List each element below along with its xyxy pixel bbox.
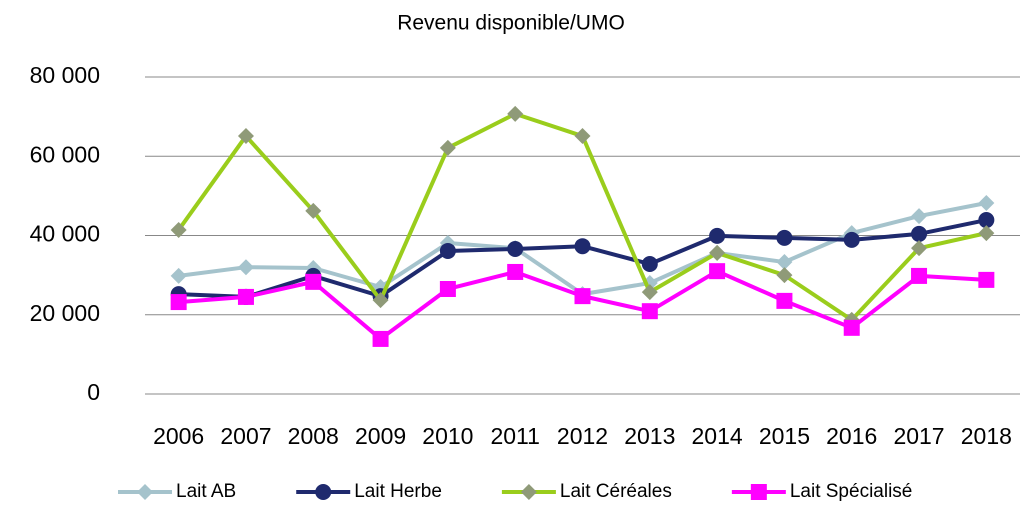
legend-marker [315, 484, 332, 500]
legend-label: Lait Spécialisé [790, 481, 913, 502]
data-point [507, 105, 524, 122]
data-point [237, 128, 254, 145]
legend-marker [520, 484, 537, 500]
x-tick-label: 2013 [624, 423, 675, 449]
x-tick-label: 2017 [893, 423, 944, 449]
data-point [776, 229, 793, 246]
x-tick-label: 2008 [288, 423, 339, 449]
data-point [237, 259, 254, 276]
x-tick-label: 2016 [826, 423, 877, 449]
data-point [709, 244, 726, 261]
data-point [574, 128, 591, 145]
data-point [978, 195, 995, 212]
data-point [372, 292, 389, 309]
x-tick-label: 2014 [692, 423, 743, 449]
data-point [911, 208, 928, 225]
x-tick-label: 2011 [490, 423, 539, 449]
data-point [170, 221, 187, 238]
data-point [641, 284, 658, 301]
y-tick-label: 60 000 [30, 141, 100, 167]
data-point [978, 271, 995, 288]
data-point [776, 254, 793, 271]
data-point [574, 238, 591, 255]
x-tick-label: 2006 [153, 423, 204, 449]
data-point [305, 202, 322, 219]
legend-label: Lait Céréales [560, 481, 672, 502]
data-point [978, 212, 995, 229]
data-point [507, 240, 524, 257]
data-point [574, 288, 591, 305]
data-point [305, 273, 322, 290]
chart-title: Revenu disponible/UMO [397, 12, 625, 35]
data-point [978, 225, 995, 242]
data-point [776, 267, 793, 284]
y-tick-label: 0 [87, 379, 100, 405]
data-point [439, 242, 456, 259]
legend-marker [750, 484, 767, 500]
data-point [776, 292, 793, 309]
x-tick-label: 2007 [220, 423, 271, 449]
y-tick-label: 40 000 [30, 221, 100, 247]
legend-marker [137, 484, 153, 500]
data-point [709, 263, 726, 280]
data-point [237, 288, 254, 305]
x-tick-label: 2009 [355, 423, 406, 449]
x-tick-label: 2012 [557, 423, 608, 449]
legend-label: Lait Herbe [354, 481, 442, 502]
data-point [641, 256, 658, 273]
x-tick-label: 2018 [961, 423, 1012, 449]
x-tick-label: 2010 [422, 423, 473, 449]
data-point [843, 319, 860, 336]
data-point [911, 225, 928, 242]
y-tick-label: 20 000 [30, 300, 100, 326]
data-point [439, 139, 456, 156]
x-tick-label: 2015 [759, 423, 810, 449]
data-point [439, 280, 456, 297]
data-point [170, 294, 187, 311]
data-point [372, 330, 389, 347]
data-point [170, 267, 187, 284]
data-point [507, 263, 524, 280]
data-point [911, 267, 928, 284]
data-point [709, 227, 726, 244]
data-point [911, 240, 928, 257]
y-tick-label: 80 000 [30, 62, 100, 88]
legend-label: Lait AB [176, 481, 236, 502]
data-point [641, 303, 658, 320]
data-point [843, 231, 860, 248]
